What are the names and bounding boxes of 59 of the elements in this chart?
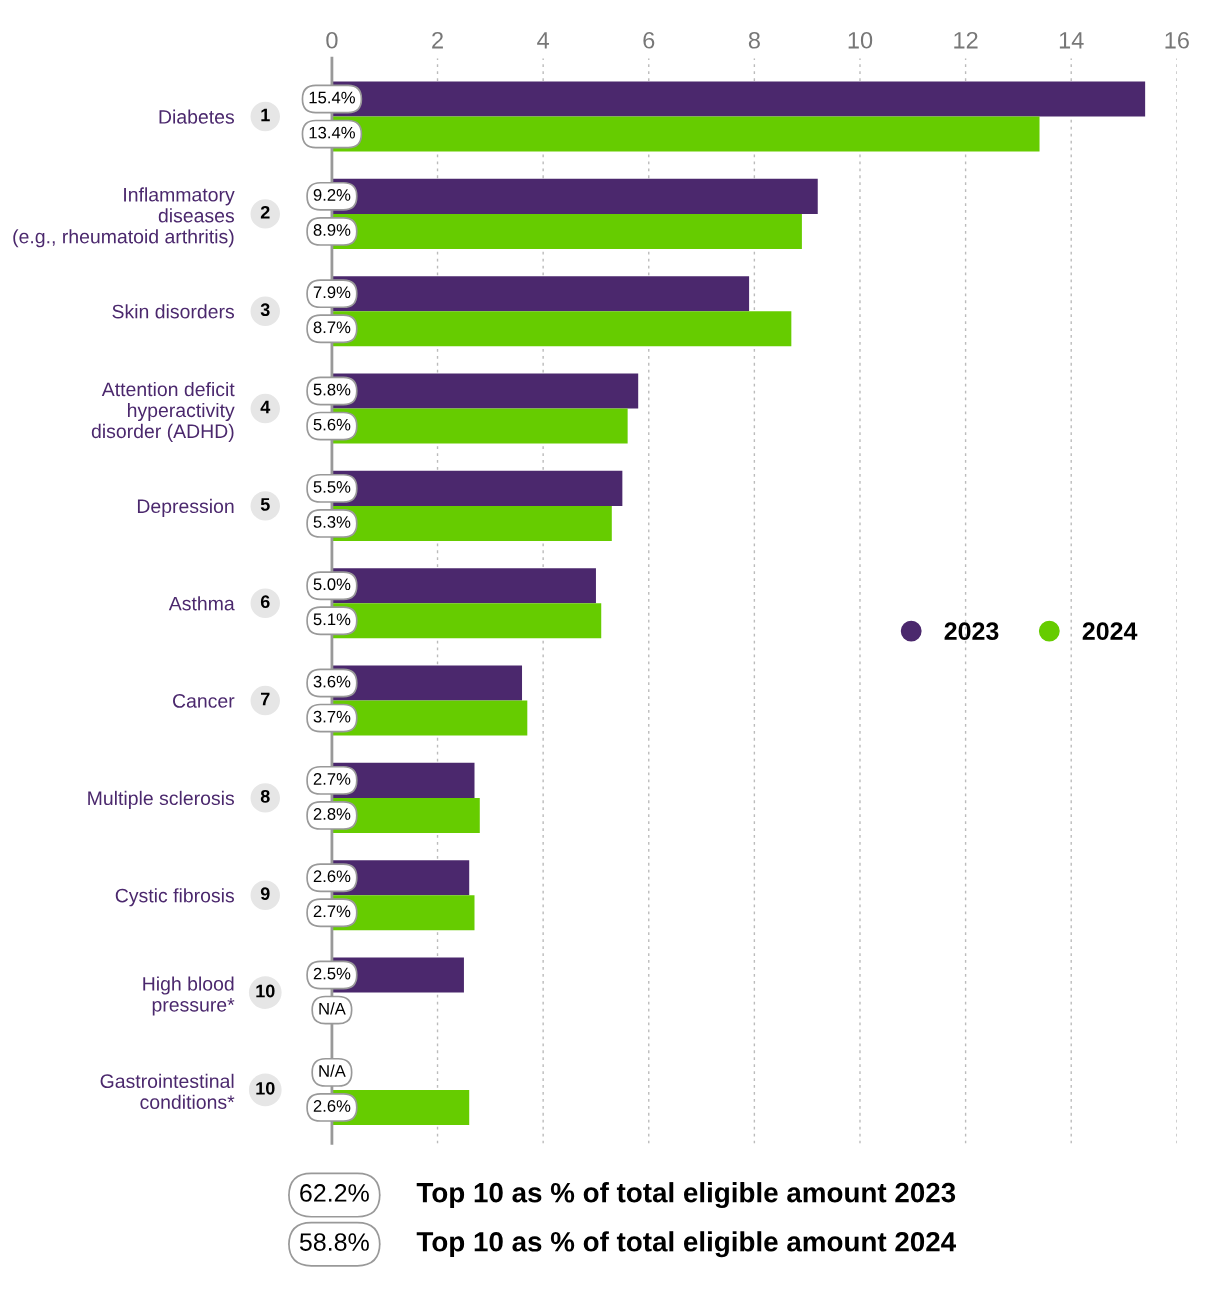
- text: 7: [261, 692, 270, 706]
- y-tick-label: Cystic fibrosis: [115, 888, 234, 907]
- x-tick-label: 14: [1059, 32, 1084, 49]
- text: 10: [256, 984, 275, 998]
- text: 2: [260, 205, 270, 219]
- data-label: 2.7%: [313, 773, 351, 785]
- y-tick-label: High blood pressure*: [143, 976, 235, 1016]
- y-tick-label: Cancer: [173, 694, 235, 708]
- text: 5: [260, 498, 270, 511]
- y-tick-label: Attention deficit hyperactivity disorder (ADHD): [91, 381, 235, 442]
- data-label: 5.1%: [313, 613, 351, 626]
- y-tick-label: Gastrointestinal conditions*: [100, 1073, 235, 1109]
- legend-label: 2023: [944, 622, 999, 641]
- legend-label: 2024: [1082, 622, 1138, 641]
- text: N/A: [319, 1002, 346, 1015]
- text: N/A: [319, 1064, 346, 1077]
- x-tick-label: 2: [432, 31, 443, 49]
- data-label: 3.7%: [313, 710, 351, 723]
- y-tick-label: Skin disorders: [112, 304, 235, 319]
- data-label: 9.2%: [313, 189, 351, 201]
- x-tick-label: 8: [748, 31, 760, 49]
- text: 3: [260, 303, 270, 317]
- data-label: 8.7%: [313, 321, 351, 334]
- x-tick-label: 10: [848, 31, 873, 49]
- data-label: 8.9%: [313, 224, 351, 236]
- x-tick-label: 0: [326, 31, 338, 49]
- text: Top 10 as % of total eligible amount 2023: [416, 1182, 956, 1209]
- text: 6: [260, 595, 270, 609]
- y-tick-label: Inflammatory diseases (e.g., rheumatoid arthritis): [13, 187, 235, 248]
- data-label: 7.9%: [313, 286, 351, 299]
- data-label: 3.6%: [313, 675, 351, 688]
- text: 62.2%: [300, 1184, 369, 1202]
- data-label: 2.8%: [313, 808, 351, 820]
- data-label: 2.6%: [313, 870, 351, 883]
- x-tick-label: 12: [954, 31, 978, 49]
- data-label: 5.0%: [313, 578, 351, 591]
- text: 58.8%: [299, 1233, 369, 1251]
- text: 10: [256, 1081, 275, 1095]
- data-label: 5.3%: [313, 516, 351, 528]
- y-tick-label: Diabetes: [159, 109, 235, 124]
- data-label: 2.6%: [313, 1100, 351, 1112]
- text: 8: [260, 789, 270, 803]
- text: 9: [260, 887, 270, 901]
- data-label: 13.4%: [309, 126, 355, 139]
- data-label: 2.7%: [313, 905, 351, 918]
- data-label: 5.6%: [313, 418, 351, 431]
- y-tick-label: Depression: [137, 498, 234, 517]
- text: 4: [260, 400, 271, 414]
- data-label: 15.4%: [309, 91, 355, 104]
- data-label: 5.8%: [313, 383, 351, 396]
- y-tick-label: Asthma: [168, 596, 235, 611]
- x-tick-label: 6: [643, 31, 655, 49]
- x-tick-label: 16: [1165, 31, 1189, 49]
- text: 1: [261, 108, 270, 122]
- text: Top 10 as % of total eligible amount 2024: [416, 1231, 957, 1258]
- data-label: 5.5%: [313, 481, 351, 493]
- x-tick-label: 4: [537, 32, 550, 49]
- data-label: 2.5%: [313, 967, 351, 980]
- y-tick-label: Multiple sclerosis: [88, 790, 235, 809]
